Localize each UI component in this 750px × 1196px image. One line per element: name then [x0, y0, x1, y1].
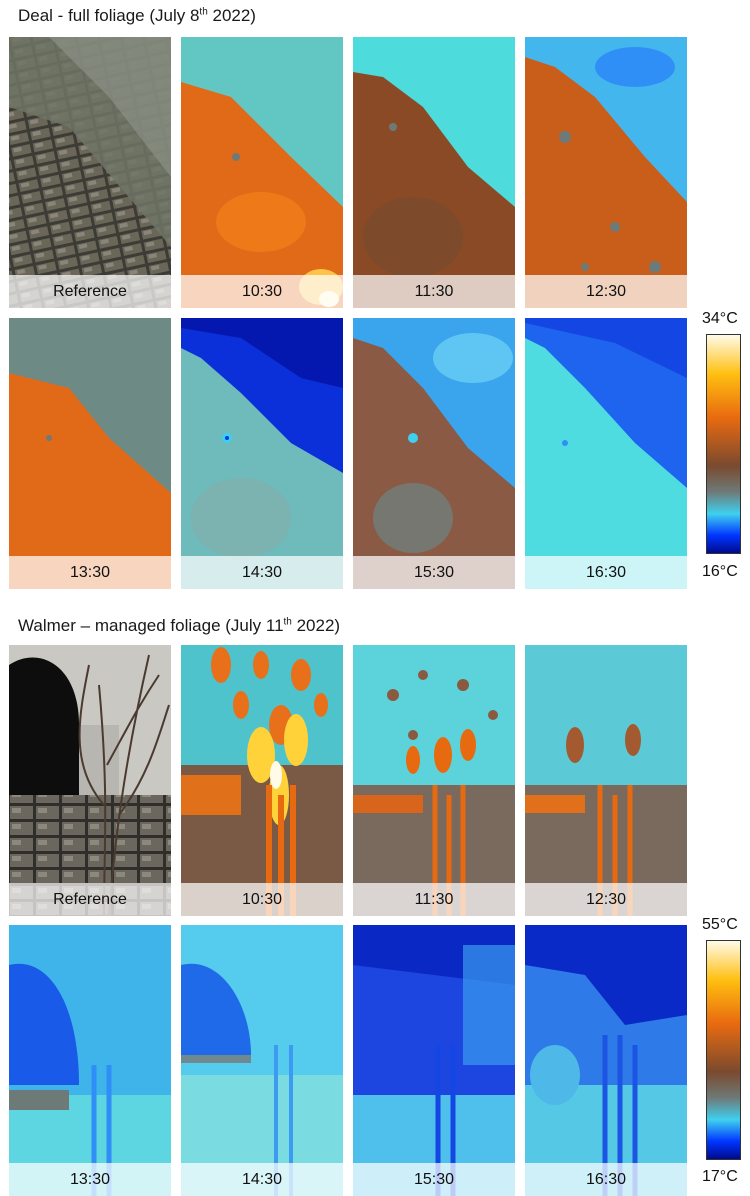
deal-scale-min-label: 16°C: [702, 563, 738, 580]
deal-scale-max-label: 34°C: [702, 310, 738, 327]
walmer-color-scale: [706, 940, 741, 1160]
caption-1530: 15:30: [353, 556, 515, 589]
walmer-thermal-1230: 12:30: [525, 645, 687, 916]
walmer-thermal-1030: 10:30: [181, 645, 343, 916]
caption-1630: 16:30: [525, 556, 687, 589]
deal-thermal-1330: 13:30: [9, 318, 171, 589]
caption-walmer-1630: 16:30: [525, 1163, 687, 1196]
deal-reference-photo: Reference: [9, 37, 171, 308]
deal-thermal-1430: 14:30: [181, 318, 343, 589]
caption-walmer-1530: 15:30: [353, 1163, 515, 1196]
walmer-reference-photo: Reference: [9, 645, 171, 916]
caption-1330: 13:30: [9, 556, 171, 589]
deal-color-scale: [706, 334, 741, 554]
deal-thermal-1530: 15:30: [353, 318, 515, 589]
caption-walmer-1130: 11:30: [353, 883, 515, 916]
caption-1230: 12:30: [525, 275, 687, 308]
walmer-scale-max-label: 55°C: [702, 916, 738, 933]
caption-walmer-1430: 14:30: [181, 1163, 343, 1196]
caption-walmer-reference: Reference: [9, 883, 171, 916]
walmer-thermal-1530: 15:30: [353, 925, 515, 1196]
caption-1130: 11:30: [353, 275, 515, 308]
walmer-thermal-1430: 14:30: [181, 925, 343, 1196]
deal-thermal-1230: 12:30: [525, 37, 687, 308]
caption-walmer-1330: 13:30: [9, 1163, 171, 1196]
caption-walmer-1030: 10:30: [181, 883, 343, 916]
deal-thermal-1630: 16:30: [525, 318, 687, 589]
deal-section-title: Deal - full foliage (July 8th 2022): [18, 6, 256, 25]
deal-thermal-1030: 10:30: [181, 37, 343, 308]
deal-thermal-1130: 11:30: [353, 37, 515, 308]
walmer-section-title: Walmer – managed foliage (July 11th 2022…: [18, 616, 341, 635]
walmer-scale-min-label: 17°C: [702, 1168, 738, 1185]
caption-reference: Reference: [9, 275, 171, 308]
walmer-thermal-1330: 13:30: [9, 925, 171, 1196]
caption-1030: 10:30: [181, 275, 343, 308]
walmer-thermal-1130: 11:30: [353, 645, 515, 916]
walmer-thermal-1630: 16:30: [525, 925, 687, 1196]
caption-1430: 14:30: [181, 556, 343, 589]
caption-walmer-1230: 12:30: [525, 883, 687, 916]
